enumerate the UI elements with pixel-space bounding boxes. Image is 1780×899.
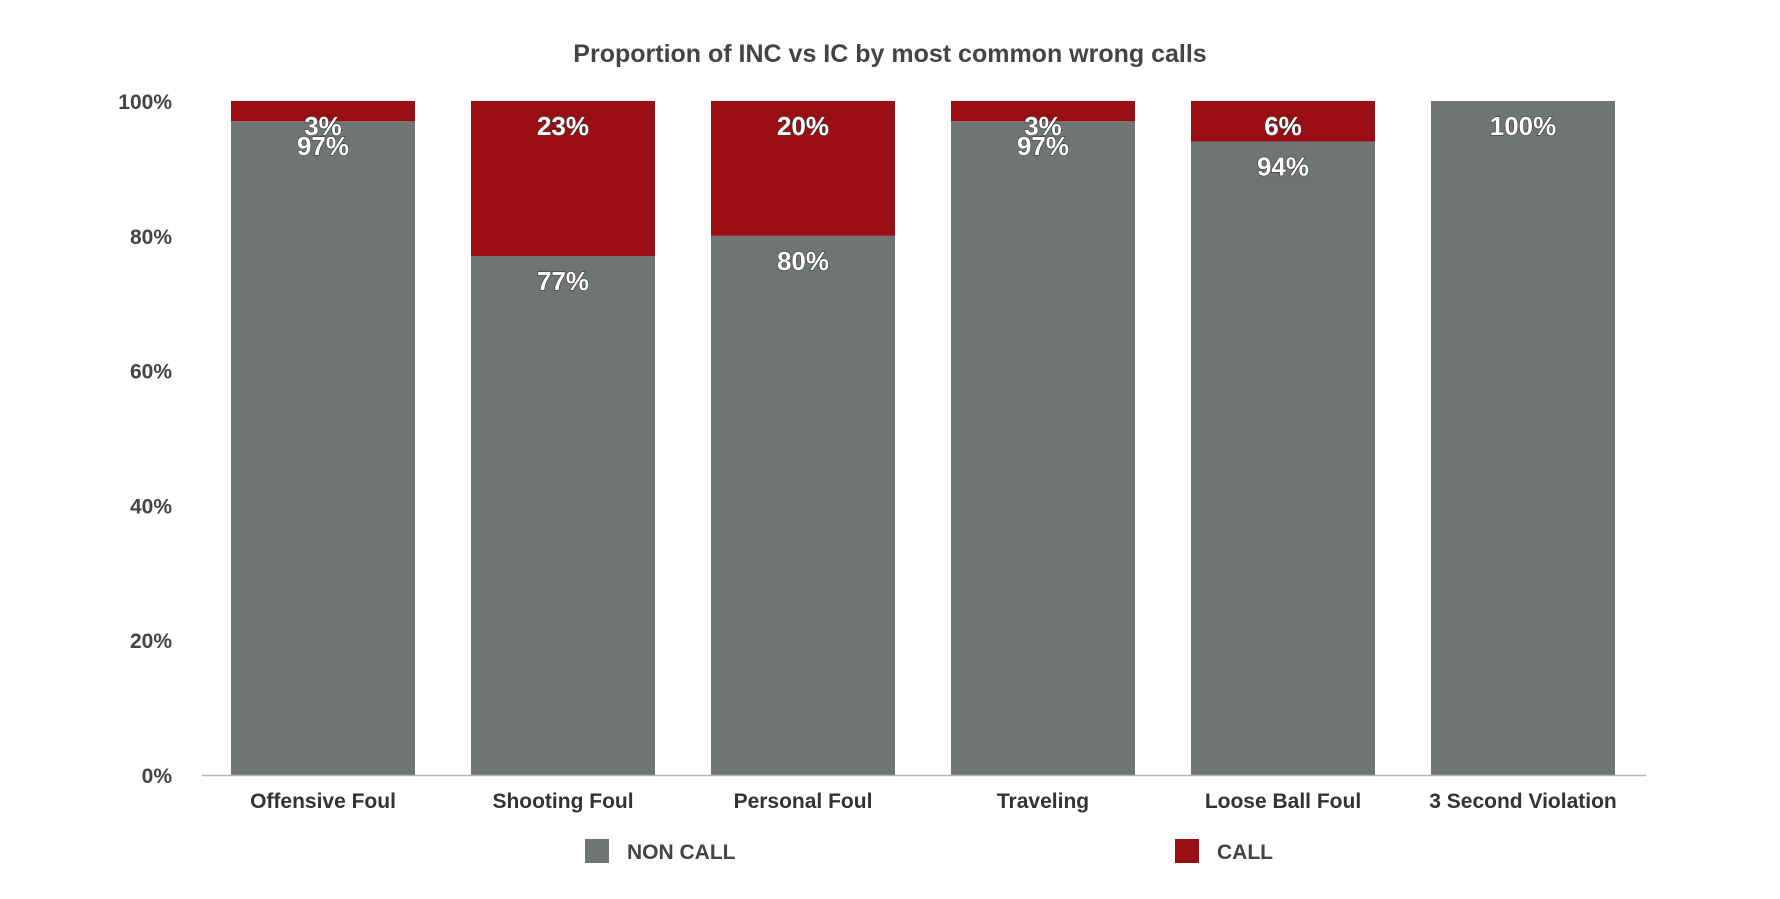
data-labels-group: 97%3%77%23%80%20%97%3%94%6% 100%: [296, 110, 1557, 296]
data-label: 20%: [777, 111, 829, 141]
data-label: 80%: [777, 246, 829, 276]
bar-call: [711, 101, 895, 236]
x-tick-label: Personal Foul: [734, 790, 873, 813]
x-tick-label: 3 Second Violation: [1429, 790, 1616, 813]
legend-label: NON CALL: [627, 841, 736, 864]
bar-call: [1191, 101, 1375, 142]
legend-swatch: [585, 839, 609, 863]
bar-call: [951, 101, 1135, 122]
y-tick-label: 0%: [142, 765, 173, 788]
bar-non-call: [1431, 101, 1615, 775]
data-label: 77%: [537, 266, 589, 296]
x-axis: Offensive Foul Shooting Foul Personal Foul…: [250, 790, 1617, 813]
data-label: 94%: [1257, 151, 1309, 181]
bars-group: [231, 101, 1615, 776]
legend-label: CALL: [1217, 841, 1273, 864]
legend: NON CALL CALL: [585, 839, 1273, 864]
bar-non-call: [951, 121, 1135, 776]
y-tick-label: 100%: [118, 91, 172, 114]
data-label: 3%: [304, 111, 342, 141]
data-label: 97%: [297, 131, 349, 161]
x-tick-label: Offensive Foul: [250, 790, 396, 813]
bar-non-call: [711, 235, 895, 776]
data-label: 23%: [537, 111, 589, 141]
y-tick-label: 40%: [130, 495, 172, 518]
data-label: 3%: [1024, 111, 1062, 141]
y-tick-label: 80%: [130, 226, 172, 249]
data-label: 100%: [1490, 111, 1557, 141]
bar-non-call: [231, 121, 415, 776]
chart-title: Proportion of INC vs IC by most common w…: [573, 40, 1206, 68]
y-tick-label: 60%: [130, 361, 172, 384]
legend-swatch: [1175, 839, 1199, 863]
x-tick-label: Shooting Foul: [492, 790, 633, 813]
x-tick-label: Loose Ball Foul: [1205, 790, 1361, 813]
x-tick-label: Traveling: [997, 790, 1089, 813]
y-axis: 0% 20% 40% 60% 80% 100%: [118, 91, 172, 788]
bar-non-call: [471, 256, 655, 775]
bar-call: [471, 101, 655, 257]
data-label: 6%: [1264, 111, 1302, 141]
bar-call: [231, 101, 415, 122]
data-label: 97%: [1017, 131, 1069, 161]
bar-non-call: [1191, 141, 1375, 775]
y-tick-label: 20%: [130, 630, 172, 653]
